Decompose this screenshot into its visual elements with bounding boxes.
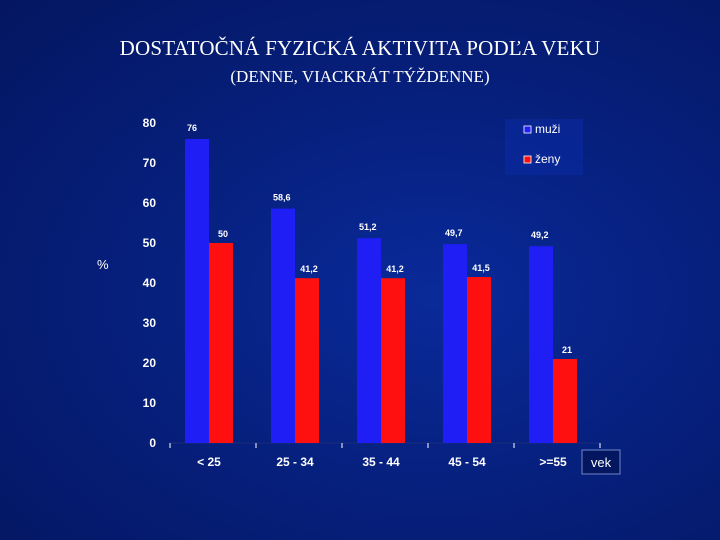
data-label: 51,2 [359, 222, 377, 232]
bar-zeny [295, 278, 319, 443]
x-category-label: < 25 [197, 455, 221, 469]
y-tick-label: 70 [143, 156, 157, 170]
bar-muzi [271, 208, 295, 443]
chart-subtitle: (DENNE, VIACKRÁT TÝŽDENNE) [230, 67, 490, 86]
y-axis-label: % [97, 257, 109, 272]
bar-muzi [357, 238, 381, 443]
bar-zeny [553, 359, 577, 443]
x-category-label: 35 - 44 [362, 455, 400, 469]
y-tick-label: 50 [143, 236, 157, 250]
x-category-label: 45 - 54 [448, 455, 486, 469]
legend-label: ženy [535, 152, 560, 166]
data-label: 76 [187, 123, 197, 133]
bar-zeny [209, 243, 233, 443]
legend-swatch [523, 155, 532, 164]
bars-group [185, 139, 577, 443]
x-axis-label-box [581, 449, 621, 475]
y-tick-label: 0 [149, 436, 156, 450]
data-label: 49,2 [531, 230, 549, 240]
data-labels-group: 76 58,6 51,2 49,7 49,2 50 41,2 41,2 41,5 21 [187, 123, 572, 355]
y-tick-label: 40 [143, 276, 157, 290]
x-axis-label: vek [591, 455, 612, 470]
legend: muži ženy [505, 119, 583, 175]
chart-title: DOSTATOČNÁ FYZICKÁ AKTIVITA PODĽA VEKU [119, 36, 601, 60]
x-axis: < 25 25 - 34 35 - 44 45 - 54 >=55 [169, 442, 601, 469]
legend-box [505, 119, 583, 175]
data-label: 41,2 [300, 264, 318, 274]
bar-zeny [381, 278, 405, 443]
y-tick-label: 60 [143, 196, 157, 210]
x-category-label: 25 - 34 [276, 455, 314, 469]
y-tick-label: 80 [143, 116, 157, 130]
bar-muzi [443, 244, 467, 443]
bar-muzi [185, 139, 209, 443]
data-label: 50 [218, 229, 228, 239]
data-label: 41,5 [472, 263, 490, 273]
data-label: 58,6 [273, 193, 291, 203]
y-tick-label: 20 [143, 356, 157, 370]
data-label: 49,7 [445, 228, 463, 238]
data-label: 41,2 [386, 264, 404, 274]
y-axis: 0 10 20 30 40 50 60 70 80 [143, 116, 157, 450]
legend-swatch [523, 125, 532, 134]
x-category-label: >=55 [539, 455, 567, 469]
y-tick-label: 10 [143, 396, 157, 410]
data-label: 21 [562, 345, 572, 355]
y-tick-label: 30 [143, 316, 157, 330]
bar-muzi [529, 246, 553, 443]
legend-label: muži [535, 122, 560, 136]
bar-zeny [467, 277, 491, 443]
